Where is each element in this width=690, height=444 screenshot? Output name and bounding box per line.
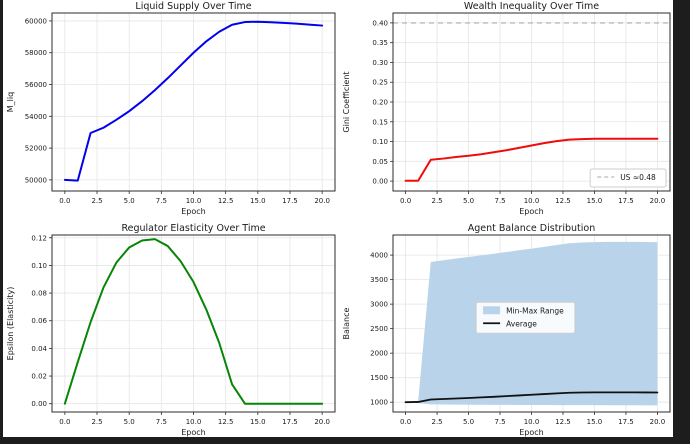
wealth-inequality-chart-svg: 0.0 2.5 5.0 7.5 10.0 12.5 15.0 17.5 20.0 0.00 0.05… <box>342 1 671 216</box>
svg-text:5.0: 5.0 <box>463 418 474 426</box>
svg-text:17.5: 17.5 <box>282 418 298 426</box>
svg-text:5.0: 5.0 <box>124 418 135 426</box>
svg-text:56000: 56000 <box>25 81 47 89</box>
svg-text:5.0: 5.0 <box>124 197 135 205</box>
svg-text:60000: 60000 <box>25 17 47 25</box>
svg-text:0.0: 0.0 <box>59 418 70 426</box>
svg-text:1000: 1000 <box>370 399 388 407</box>
svg-text:0.0: 0.0 <box>400 418 411 426</box>
svg-text:17.5: 17.5 <box>618 418 634 426</box>
svg-text:Wealth Inequality Over Time: Wealth Inequality Over Time <box>464 1 599 12</box>
svg-text:7.5: 7.5 <box>494 197 505 205</box>
svg-text:0.15: 0.15 <box>372 118 388 126</box>
svg-text:0.00: 0.00 <box>372 178 388 186</box>
chart-regulator-elasticity: 0.0 2.5 5.0 7.5 10.0 12.5 15.0 17.5 20.0 0.00 0.02… <box>3 218 339 437</box>
svg-text:1500: 1500 <box>370 374 388 382</box>
svg-text:52000: 52000 <box>25 145 47 153</box>
chart-liquid-supply: 0.0 2.5 5.0 7.5 10.0 12.5 15.0 17.5 20.0 50000 520… <box>3 0 339 218</box>
chart-wealth-inequality: 0.0 2.5 5.0 7.5 10.0 12.5 15.0 17.5 20.0 0.00 0.05… <box>339 0 673 218</box>
svg-text:10.0: 10.0 <box>186 418 202 426</box>
svg-text:0.25: 0.25 <box>372 79 388 87</box>
svg-text:15.0: 15.0 <box>587 197 603 205</box>
svg-text:0.0: 0.0 <box>400 197 411 205</box>
svg-text:20.0: 20.0 <box>650 418 666 426</box>
svg-text:7.5: 7.5 <box>494 418 505 426</box>
svg-text:10.0: 10.0 <box>524 197 540 205</box>
svg-text:20.0: 20.0 <box>314 418 330 426</box>
svg-text:0.00: 0.00 <box>31 400 47 408</box>
liquid-supply-chart-svg: 0.0 2.5 5.0 7.5 10.0 12.5 15.0 17.5 20.0 50000 520… <box>6 1 336 216</box>
svg-text:US ≈0.48: US ≈0.48 <box>620 173 656 182</box>
svg-text:Gini Coefficient: Gini Coefficient <box>342 71 351 132</box>
svg-text:10.0: 10.0 <box>524 418 540 426</box>
svg-text:2000: 2000 <box>370 350 388 358</box>
svg-text:10.0: 10.0 <box>186 197 202 205</box>
svg-text:0.0: 0.0 <box>59 197 70 205</box>
svg-text:Regulator Elasticity Over Time: Regulator Elasticity Over Time <box>121 223 265 234</box>
svg-text:15.0: 15.0 <box>587 418 603 426</box>
svg-text:3000: 3000 <box>370 301 388 309</box>
svg-text:0.06: 0.06 <box>31 317 47 325</box>
svg-text:0.30: 0.30 <box>372 59 388 67</box>
svg-text:0.08: 0.08 <box>31 290 47 298</box>
svg-text:Min-Max Range: Min-Max Range <box>506 306 564 315</box>
svg-text:2.5: 2.5 <box>91 197 102 205</box>
svg-text:0.35: 0.35 <box>372 39 388 47</box>
svg-text:Average: Average <box>506 319 537 328</box>
svg-text:12.5: 12.5 <box>218 418 234 426</box>
svg-text:Epoch: Epoch <box>181 207 206 216</box>
svg-text:Balance: Balance <box>342 307 351 339</box>
svg-text:2.5: 2.5 <box>431 197 442 205</box>
svg-text:M_liq: M_liq <box>6 92 15 112</box>
svg-text:Liquid Supply Over Time: Liquid Supply Over Time <box>135 1 251 12</box>
svg-text:7.5: 7.5 <box>156 418 167 426</box>
svg-text:0.05: 0.05 <box>372 158 388 166</box>
svg-text:0.20: 0.20 <box>372 99 388 107</box>
svg-text:17.5: 17.5 <box>618 197 634 205</box>
svg-text:0.12: 0.12 <box>31 234 47 242</box>
agent-balance-distribution-chart-svg: 0.0 2.5 5.0 7.5 10.0 12.5 15.0 17.5 20.0 1000 1500… <box>342 223 671 437</box>
svg-text:15.0: 15.0 <box>250 418 266 426</box>
svg-text:4000: 4000 <box>370 252 388 260</box>
svg-text:12.5: 12.5 <box>555 418 571 426</box>
svg-text:2.5: 2.5 <box>91 418 102 426</box>
svg-text:Epsilon (Elasticity): Epsilon (Elasticity) <box>6 287 15 361</box>
svg-text:3500: 3500 <box>370 276 388 284</box>
svg-text:0.02: 0.02 <box>31 373 47 381</box>
chart-agent-balance-distribution: 0.0 2.5 5.0 7.5 10.0 12.5 15.0 17.5 20.0 1000 1500… <box>339 218 673 437</box>
svg-text:Epoch: Epoch <box>181 428 206 437</box>
svg-text:Agent Balance Distribution: Agent Balance Distribution <box>468 223 595 234</box>
svg-text:2.5: 2.5 <box>431 418 442 426</box>
svg-text:7.5: 7.5 <box>156 197 167 205</box>
svg-text:0.40: 0.40 <box>372 19 388 27</box>
figure-image[interactable]: 0.0 2.5 5.0 7.5 10.0 12.5 15.0 17.5 20.0 50000 520… <box>3 0 673 437</box>
svg-text:20.0: 20.0 <box>650 197 666 205</box>
regulator-elasticity-chart-svg: 0.0 2.5 5.0 7.5 10.0 12.5 15.0 17.5 20.0 0.00 0.02… <box>6 223 336 437</box>
svg-text:Epoch: Epoch <box>519 428 544 437</box>
svg-text:54000: 54000 <box>25 113 47 121</box>
svg-text:2500: 2500 <box>370 325 388 333</box>
svg-text:12.5: 12.5 <box>218 197 234 205</box>
svg-text:15.0: 15.0 <box>250 197 266 205</box>
svg-text:0.10: 0.10 <box>31 262 47 270</box>
svg-text:17.5: 17.5 <box>282 197 298 205</box>
svg-text:5.0: 5.0 <box>463 197 474 205</box>
svg-text:Epoch: Epoch <box>519 207 544 216</box>
svg-text:58000: 58000 <box>25 49 47 57</box>
svg-text:12.5: 12.5 <box>555 197 571 205</box>
svg-text:0.04: 0.04 <box>31 345 47 353</box>
svg-text:0.10: 0.10 <box>372 138 388 146</box>
svg-text:20.0: 20.0 <box>314 197 330 205</box>
svg-text:50000: 50000 <box>25 176 47 184</box>
